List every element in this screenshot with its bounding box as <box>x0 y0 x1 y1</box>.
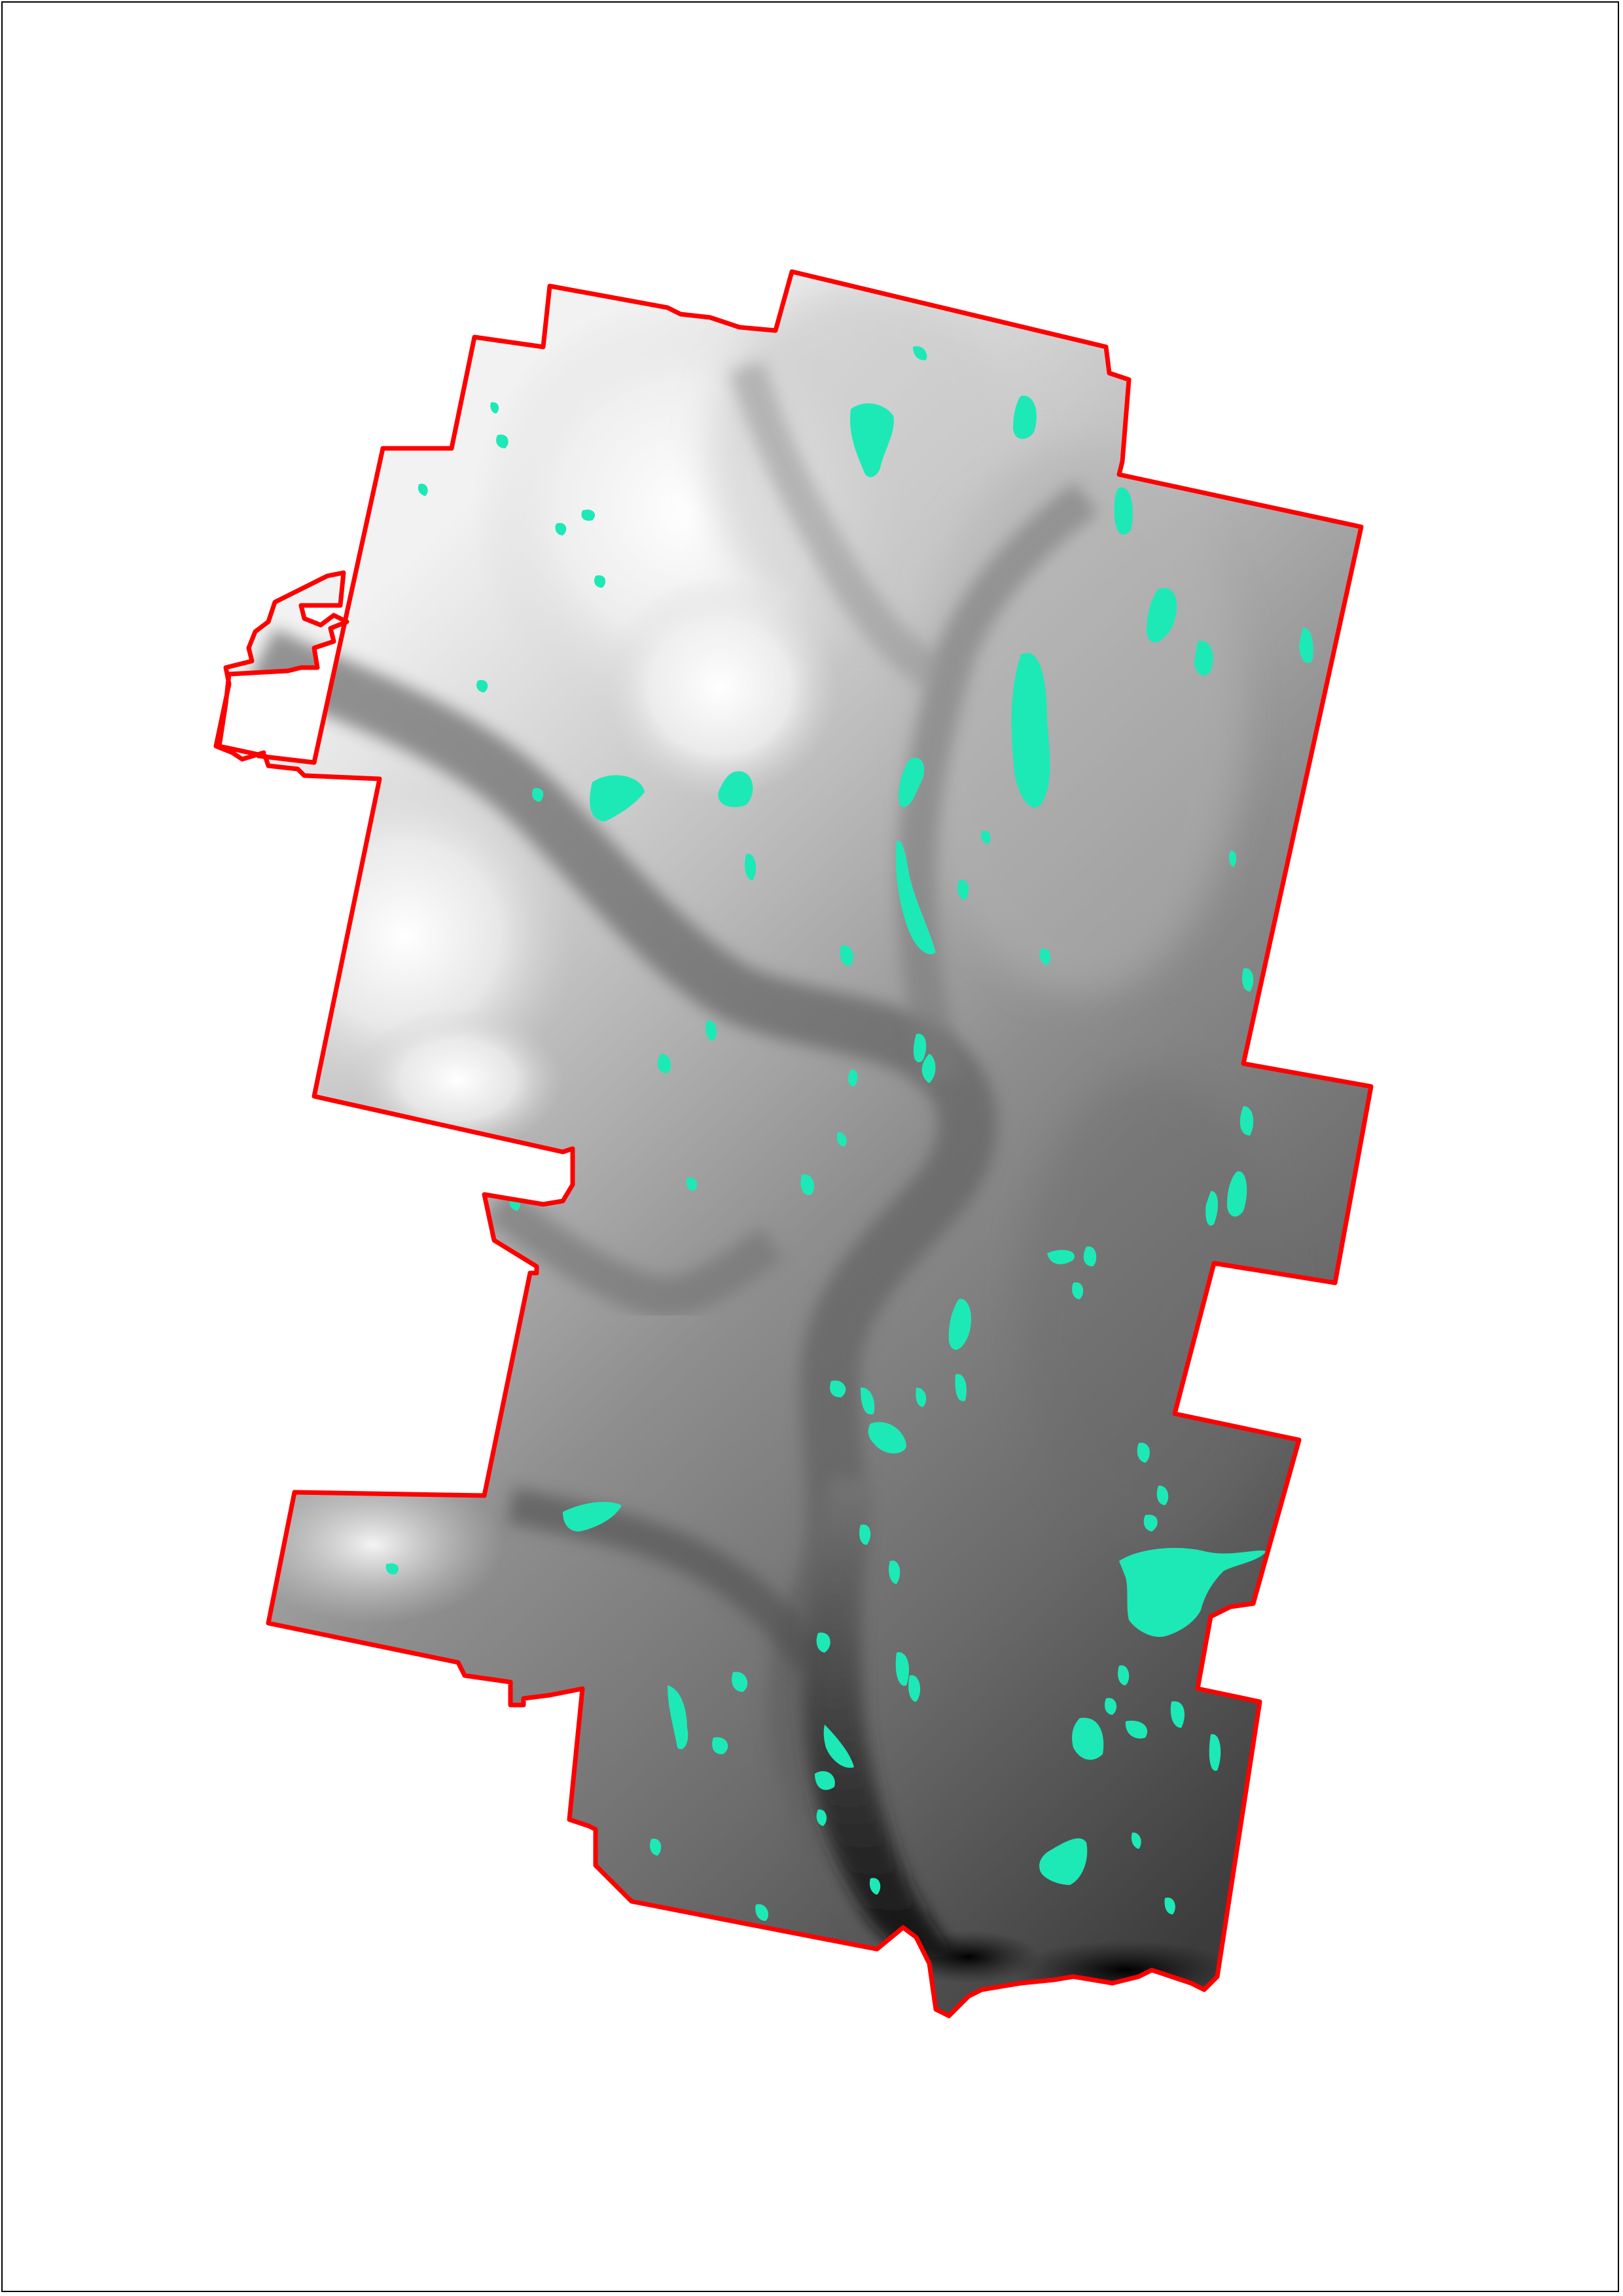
lake <box>1137 1443 1150 1463</box>
lake <box>823 1725 854 1768</box>
lake <box>895 840 936 955</box>
lake <box>1209 1734 1221 1771</box>
lake <box>1011 653 1050 808</box>
lake <box>1227 1171 1247 1217</box>
lake <box>1083 1246 1097 1266</box>
lake <box>830 1380 846 1397</box>
lake <box>1039 948 1051 965</box>
lake <box>1147 588 1177 643</box>
lake <box>847 1069 858 1086</box>
lake <box>869 1878 881 1895</box>
lake <box>563 1501 622 1532</box>
lake <box>496 435 508 448</box>
water-bodies-layer <box>385 346 1313 1921</box>
lake <box>1240 1106 1254 1136</box>
lake <box>1118 1665 1130 1685</box>
lake <box>590 775 645 821</box>
lake <box>1119 1548 1266 1637</box>
lake <box>532 788 544 802</box>
lake <box>755 1904 769 1921</box>
lake <box>650 1839 662 1856</box>
lake <box>921 1054 936 1083</box>
lake <box>913 346 927 361</box>
elevation-raster <box>216 272 1371 2016</box>
lake <box>859 1524 871 1545</box>
lake <box>718 771 753 808</box>
lake <box>948 1299 972 1350</box>
lake <box>385 1563 399 1575</box>
lake <box>657 1054 671 1073</box>
lake <box>1156 1485 1169 1505</box>
lake <box>957 880 969 900</box>
lake <box>980 831 991 844</box>
lake <box>745 853 757 880</box>
lake <box>899 757 925 808</box>
lake <box>1205 1191 1219 1226</box>
lake <box>840 945 854 966</box>
lake <box>889 1560 901 1584</box>
lake <box>1170 1701 1185 1728</box>
lake <box>916 1388 927 1407</box>
lake <box>895 1652 910 1686</box>
lake <box>1299 628 1313 664</box>
lake <box>1114 487 1133 535</box>
lake <box>816 1632 830 1653</box>
lake <box>815 1771 835 1790</box>
lake <box>1164 1897 1175 1914</box>
lake <box>1072 1282 1084 1299</box>
lake <box>861 1387 875 1414</box>
lake <box>1047 1249 1075 1265</box>
lake <box>816 1809 827 1826</box>
lake <box>1143 1515 1158 1532</box>
lake <box>668 1685 688 1749</box>
lake <box>555 523 567 535</box>
lake <box>476 680 488 692</box>
lake <box>850 403 894 478</box>
lake <box>1072 1717 1104 1760</box>
lake <box>955 1374 967 1401</box>
lake <box>490 402 499 414</box>
lake <box>581 509 596 521</box>
lake <box>1039 1838 1088 1885</box>
lake <box>836 1132 847 1147</box>
lake <box>800 1174 815 1195</box>
lake <box>908 1675 921 1702</box>
lake <box>1125 1721 1148 1739</box>
lake <box>913 1033 927 1063</box>
lake <box>712 1737 728 1755</box>
lake <box>1131 1832 1141 1849</box>
lake <box>686 1177 698 1191</box>
lake <box>1105 1698 1117 1715</box>
lake <box>594 575 606 588</box>
lake <box>1228 850 1237 867</box>
lake <box>705 1020 717 1041</box>
lake <box>418 484 428 496</box>
lake <box>732 1672 748 1692</box>
lake <box>1013 395 1037 439</box>
lake <box>1242 968 1254 992</box>
lake <box>1194 641 1213 676</box>
lake <box>868 1422 906 1454</box>
